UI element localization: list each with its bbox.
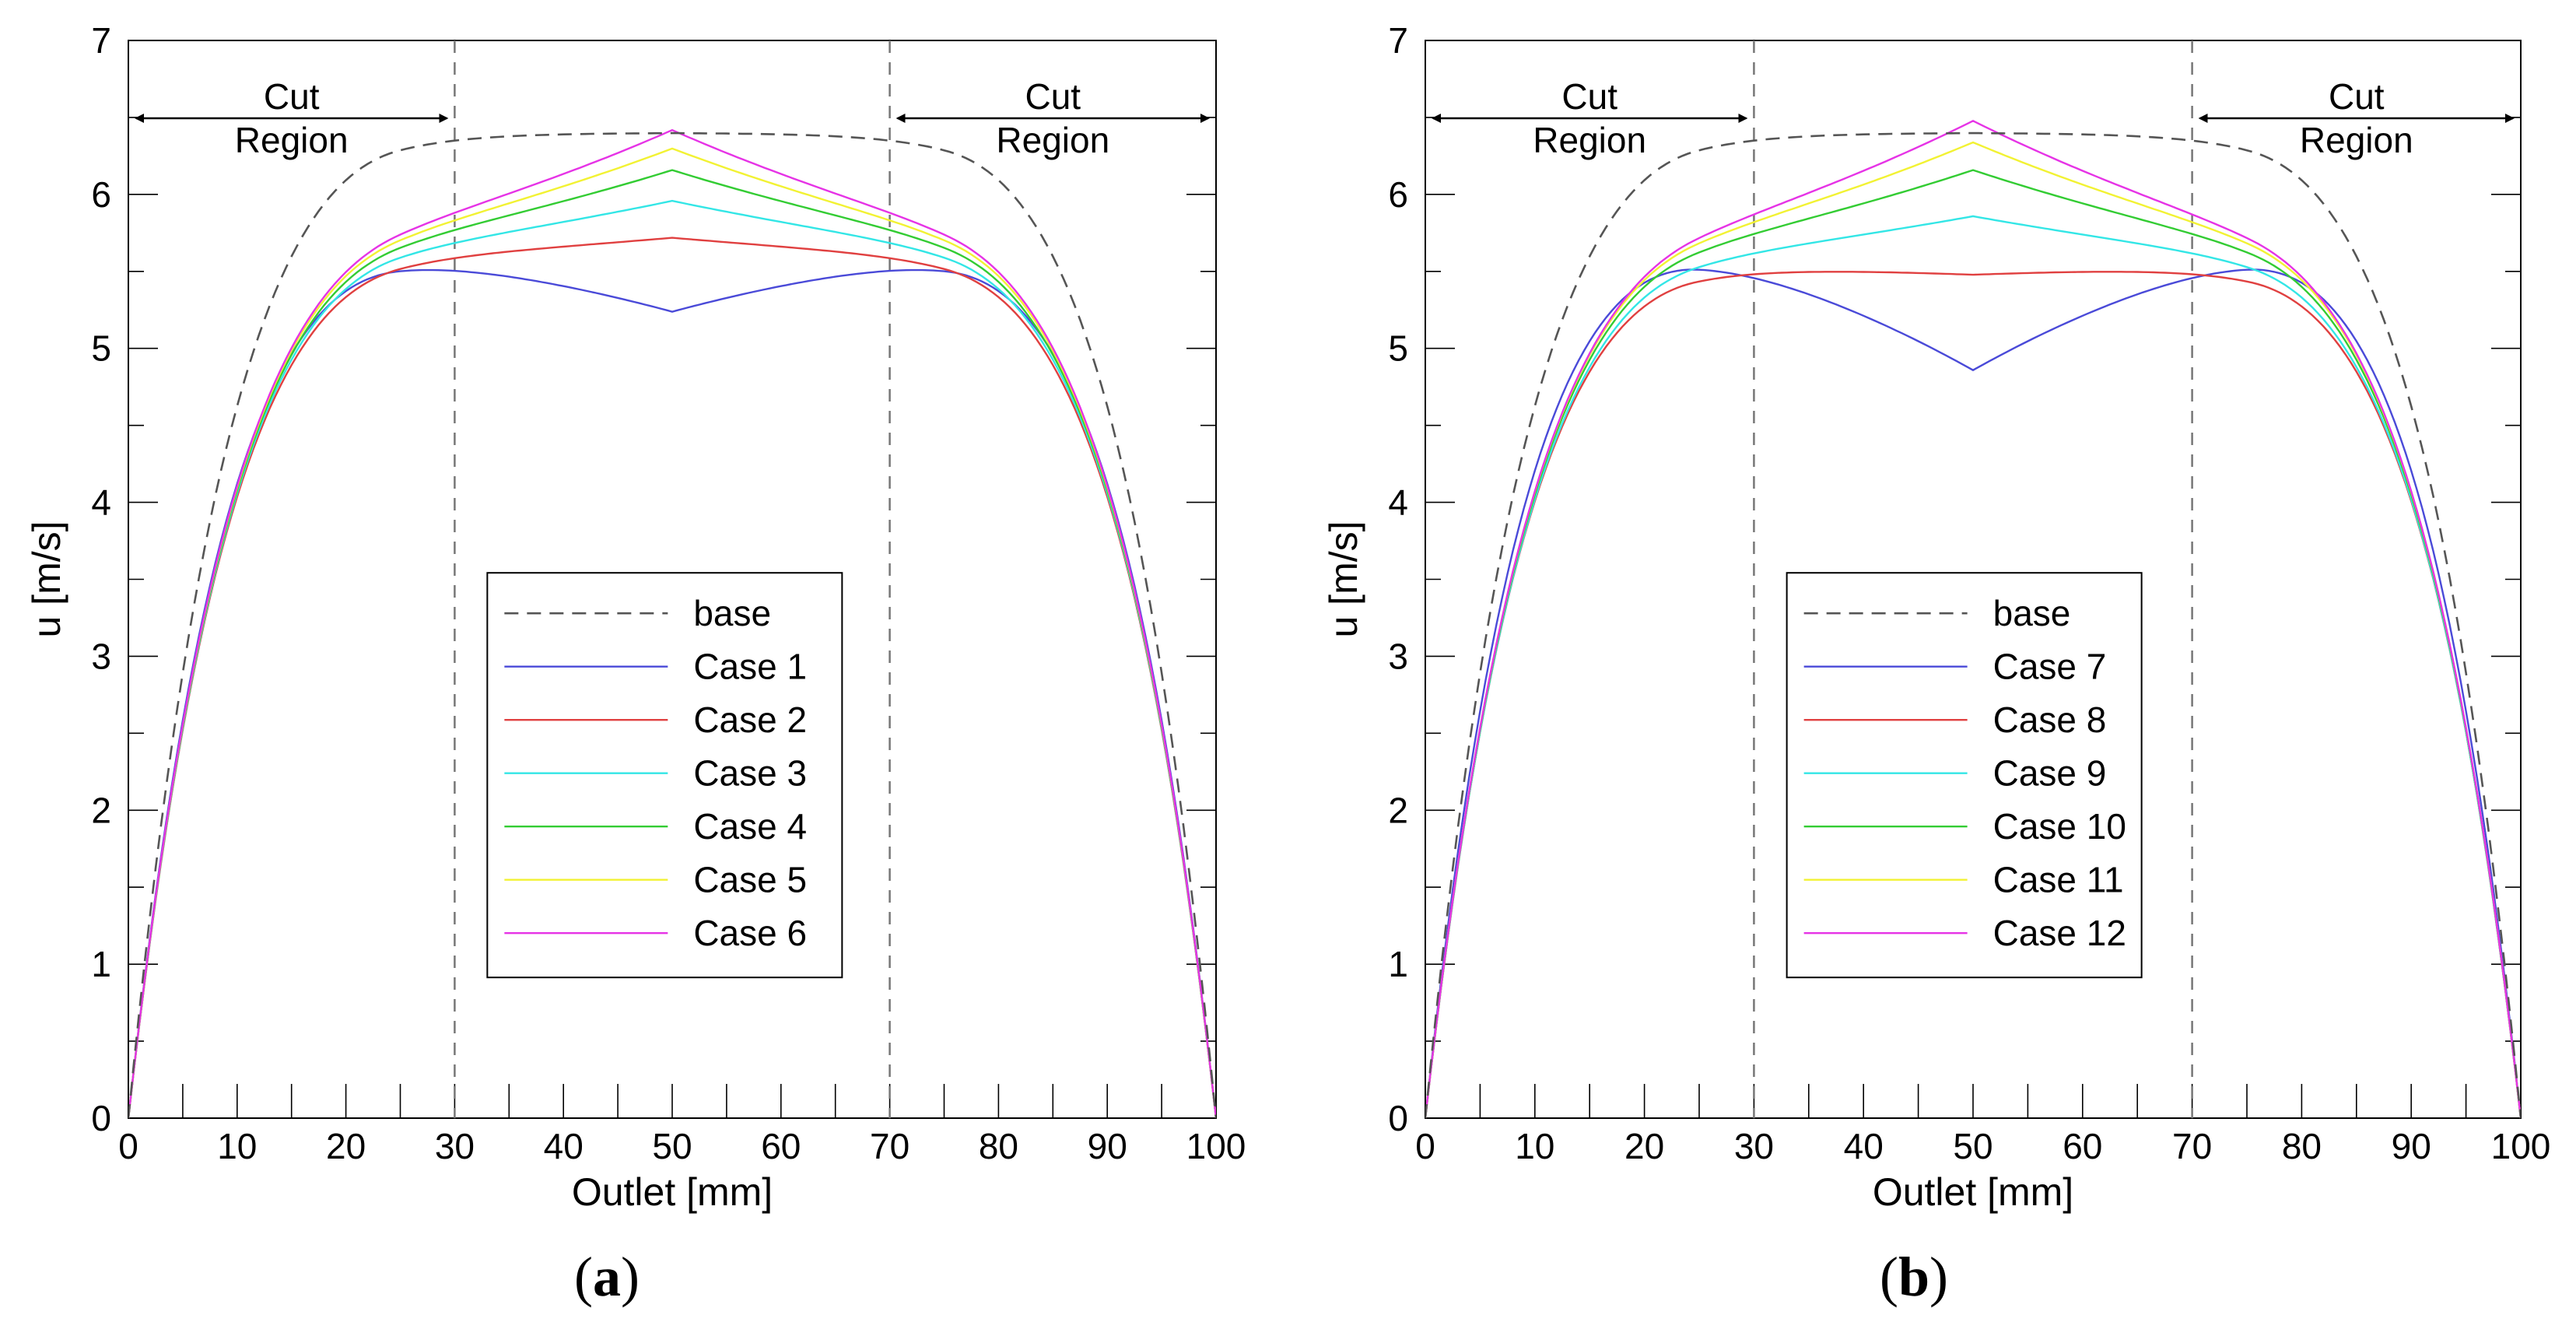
- y-axis-title: u [m/s]: [1322, 521, 1365, 637]
- y-tick-label: 3: [91, 636, 111, 676]
- x-tick-label: 30: [1734, 1126, 1774, 1166]
- series-line-case-11: [1425, 141, 2521, 1118]
- legend-entry: Case 9: [1993, 753, 2107, 794]
- series-line-case-12: [1425, 119, 2521, 1118]
- y-tick-label: 6: [1388, 174, 1408, 215]
- x-tick-label: 40: [1844, 1126, 1884, 1166]
- legend-entry: Case 4: [693, 806, 807, 847]
- cut-region-label-line1: Cut: [2329, 76, 2385, 117]
- y-tick-label: 2: [1388, 790, 1408, 830]
- legend-entry: Case 7: [1993, 647, 2107, 687]
- y-tick-label: 4: [91, 482, 111, 523]
- x-tick-label: 40: [544, 1126, 584, 1166]
- y-tick-label: 5: [1388, 328, 1408, 369]
- legend-entry: Case 2: [693, 700, 807, 740]
- legend-entry: Case 11: [1993, 860, 2124, 900]
- cut-region-label-line1: Cut: [1561, 76, 1617, 117]
- y-tick-label: 6: [91, 174, 111, 215]
- cut-region-label-line2: Region: [1533, 120, 1646, 160]
- x-tick-label: 70: [870, 1126, 909, 1166]
- panel-label: (b): [1880, 1246, 1948, 1308]
- y-tick-label: 1: [1388, 944, 1408, 984]
- x-tick-label: 80: [979, 1126, 1018, 1166]
- x-tick-label: 10: [217, 1126, 257, 1166]
- x-tick-label: 90: [2392, 1126, 2431, 1166]
- legend-entry: Case 5: [693, 860, 807, 900]
- legend-entry: Case 10: [1993, 806, 2126, 847]
- x-tick-label: 70: [2172, 1126, 2212, 1166]
- series-line-case-8: [1425, 271, 2521, 1118]
- x-tick-label: 100: [2491, 1126, 2551, 1166]
- series-line-case-1: [128, 268, 1216, 1118]
- series-line-case-10: [1425, 169, 2521, 1118]
- legend-entry: Case 1: [693, 647, 807, 687]
- x-tick-label: 20: [326, 1126, 366, 1166]
- x-tick-label: 0: [118, 1126, 138, 1166]
- y-axis-title: u [m/s]: [25, 521, 68, 637]
- legend-entry: Case 6: [693, 913, 807, 953]
- y-tick-label: 0: [91, 1098, 111, 1138]
- series-line-case-5: [128, 147, 1216, 1118]
- y-tick-label: 5: [91, 328, 111, 369]
- series-line-case-4: [128, 169, 1216, 1118]
- x-tick-label: 30: [435, 1126, 475, 1166]
- x-tick-label: 60: [761, 1126, 801, 1166]
- x-tick-label: 50: [1953, 1126, 1992, 1166]
- panel-letter: b: [1898, 1246, 1929, 1308]
- series-line-base: [1425, 131, 2521, 1118]
- series-line-base: [128, 131, 1216, 1118]
- legend-entry: Case 12: [1993, 913, 2126, 953]
- chart-panel-a: 0 10 20 30 40 50 60 70 80 90 100 0 1 2 3 4 5 6 7 Outlet [mm…: [25, 20, 1246, 1308]
- x-tick-label: 10: [1515, 1126, 1554, 1166]
- legend-entry: base: [1993, 593, 2071, 633]
- cut-region-label-line2: Region: [235, 120, 349, 160]
- series-line-case-9: [1425, 215, 2521, 1118]
- legend-entry: Case 8: [1993, 700, 2107, 740]
- panel-label: (a): [574, 1246, 640, 1308]
- series-line-case-7: [1425, 268, 2521, 1118]
- x-tick-label: 100: [1186, 1126, 1246, 1166]
- series-line-case-6: [128, 128, 1216, 1118]
- legend-entry: base: [693, 593, 771, 633]
- series-line-case-2: [128, 237, 1216, 1118]
- cut-region-label-line1: Cut: [264, 76, 320, 117]
- y-tick-label: 0: [1388, 1098, 1408, 1138]
- x-axis-title: Outlet [mm]: [1873, 1170, 2073, 1214]
- y-tick-label: 1: [91, 944, 111, 984]
- y-tick-label: 3: [1388, 636, 1408, 676]
- cut-region-label-line2: Region: [996, 120, 1109, 160]
- x-tick-label: 50: [652, 1126, 692, 1166]
- y-tick-label: 2: [91, 790, 111, 830]
- legend-box: [1786, 572, 2143, 979]
- cut-region-label-line2: Region: [2300, 120, 2413, 160]
- y-tick-label: 7: [1388, 20, 1408, 61]
- legend-entry: Case 3: [693, 753, 807, 794]
- y-tick-label: 7: [91, 20, 111, 61]
- x-tick-label: 90: [1088, 1126, 1127, 1166]
- x-axis-title: Outlet [mm]: [572, 1170, 773, 1214]
- y-tick-label: 4: [1388, 482, 1408, 523]
- x-tick-label: 60: [2063, 1126, 2102, 1166]
- chart-panel-b: 0 10 20 30 40 50 60 70 80 90 100 0 1 2 3 4 5 6 7 Outlet [mm…: [1322, 20, 2550, 1308]
- x-tick-label: 80: [2282, 1126, 2322, 1166]
- panel-letter: a: [593, 1246, 621, 1308]
- series-line-case-3: [128, 199, 1216, 1118]
- x-tick-label: 20: [1624, 1126, 1664, 1166]
- x-tick-label: 0: [1415, 1126, 1435, 1166]
- cut-region-label-line1: Cut: [1025, 76, 1081, 117]
- legend-box: [486, 572, 843, 979]
